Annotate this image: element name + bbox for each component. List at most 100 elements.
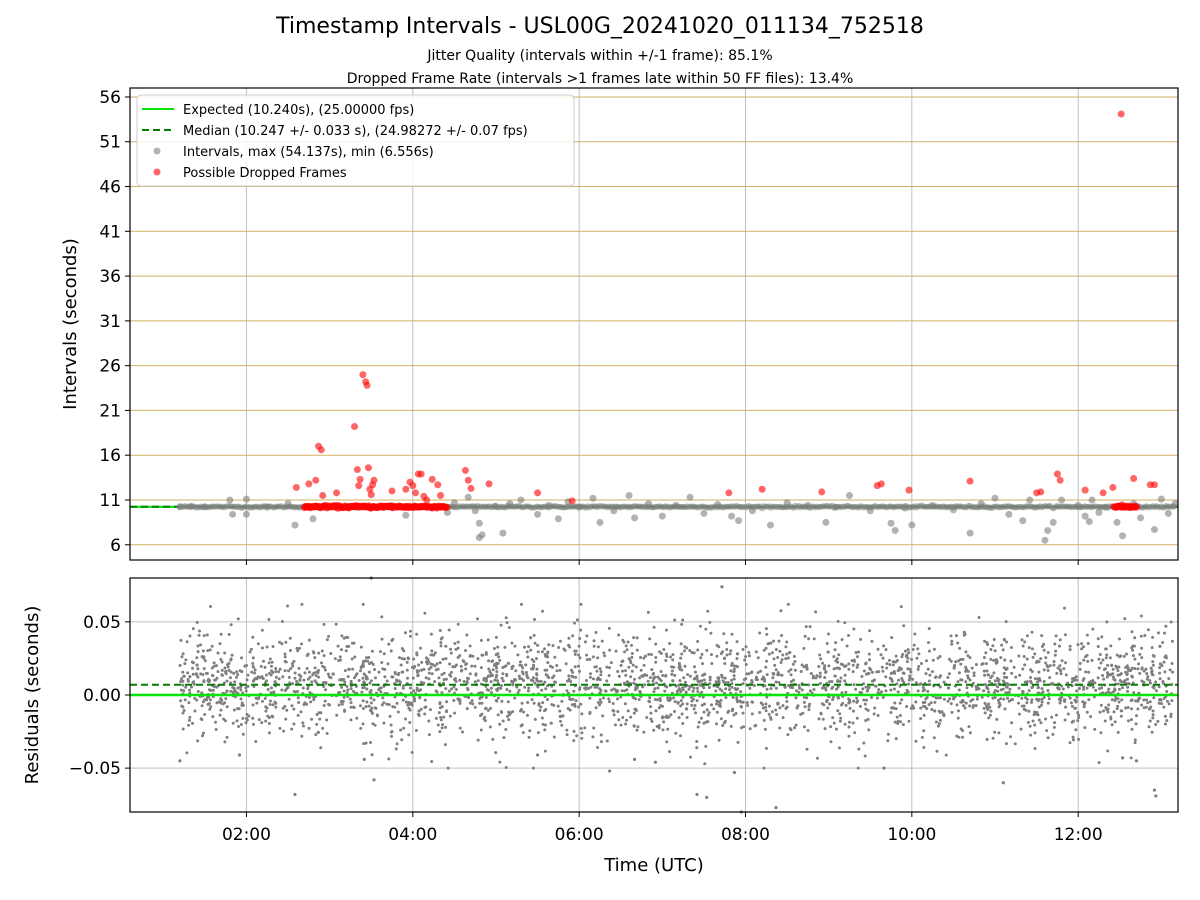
residual-point [305, 666, 309, 670]
residual-point [607, 673, 611, 677]
residual-point [438, 702, 442, 706]
interval-point [658, 512, 666, 520]
residual-point [285, 687, 289, 691]
residual-outlier-point [237, 753, 242, 757]
residual-point [982, 669, 986, 673]
residual-point [699, 656, 703, 660]
interval-point [554, 515, 562, 523]
dropped-point [423, 496, 431, 504]
residual-point [648, 696, 652, 700]
residual-point [1156, 719, 1160, 723]
residual-point [881, 696, 885, 700]
interval-point [201, 503, 209, 511]
residual-point [780, 673, 784, 677]
residual-point [544, 673, 548, 677]
residual-point [223, 666, 227, 670]
residual-point [633, 677, 637, 681]
residual-point [1165, 718, 1169, 722]
residual-point [814, 676, 818, 680]
residual-point [415, 670, 419, 674]
residual-point [1151, 663, 1155, 667]
residual-point [803, 705, 807, 709]
dropped-point [568, 497, 576, 505]
residual-point [676, 689, 680, 693]
residual-point [599, 740, 603, 744]
residual-point [1046, 736, 1050, 740]
residual-point [909, 706, 913, 710]
dropped-point [367, 491, 375, 499]
residual-point [578, 687, 582, 691]
residual-point [230, 653, 234, 657]
residual-point [1156, 631, 1160, 635]
residual-point [359, 666, 363, 670]
residual-point [676, 701, 680, 705]
residual-point [182, 689, 186, 693]
residual-point [1076, 719, 1080, 723]
residual-point [361, 676, 365, 680]
residual-point [825, 641, 829, 645]
interval-point [1005, 510, 1013, 518]
residual-point [989, 657, 993, 661]
residual-point [946, 699, 950, 703]
residual-point [1068, 696, 1072, 700]
residual-point [577, 669, 581, 673]
residual-point [750, 670, 754, 674]
residual-point [1056, 666, 1060, 670]
residual-point [1058, 701, 1062, 705]
residual-point [1012, 665, 1016, 669]
residual-point [405, 660, 409, 664]
legend-dropped-swatch [153, 168, 161, 176]
residual-point [1111, 690, 1115, 694]
residual-point [1131, 644, 1135, 648]
residual-point [1001, 648, 1005, 652]
residual-point [225, 705, 229, 709]
residual-point [856, 766, 860, 770]
residual-point [1164, 624, 1168, 628]
residual-point [461, 730, 465, 734]
residual-point [807, 637, 811, 641]
residual-point [631, 663, 635, 667]
residual-point [704, 720, 708, 724]
residual-point [381, 667, 385, 671]
residual-point [327, 634, 331, 638]
residual-point [1060, 695, 1064, 699]
residual-point [551, 689, 555, 693]
residual-point [401, 698, 405, 702]
residual-point [380, 637, 384, 641]
residual-point [1127, 682, 1131, 686]
residual-point [1039, 703, 1043, 707]
residual-point [807, 708, 811, 712]
residual-point [889, 710, 893, 714]
residual-point [604, 689, 608, 693]
residual-point [345, 645, 349, 649]
residual-point [732, 713, 736, 717]
residual-point [1170, 699, 1174, 703]
residual-point [474, 673, 478, 677]
residual-point [251, 716, 255, 720]
residual-point [659, 669, 663, 673]
residual-point [1070, 704, 1074, 708]
residual-point [1046, 668, 1050, 672]
residual-point [382, 721, 386, 725]
residual-point [889, 671, 893, 675]
residual-point [587, 686, 591, 690]
residual-point [805, 747, 809, 751]
residual-point [722, 721, 726, 725]
residual-point [396, 673, 400, 677]
residual-point [644, 654, 648, 658]
residual-point [650, 719, 654, 723]
residual-point [770, 651, 774, 655]
residual-point [406, 703, 410, 707]
residual-point [1059, 672, 1063, 676]
residual-point [709, 631, 713, 635]
residual-point [621, 669, 625, 673]
residual-point [225, 689, 229, 693]
residual-point [329, 676, 333, 680]
residual-point [784, 657, 788, 661]
residual-point [255, 701, 259, 705]
residual-point [769, 717, 773, 721]
residual-point [359, 645, 363, 649]
residual-point [642, 730, 646, 734]
x-tick-label: 10:00 [887, 825, 936, 845]
residual-point [1058, 664, 1062, 668]
